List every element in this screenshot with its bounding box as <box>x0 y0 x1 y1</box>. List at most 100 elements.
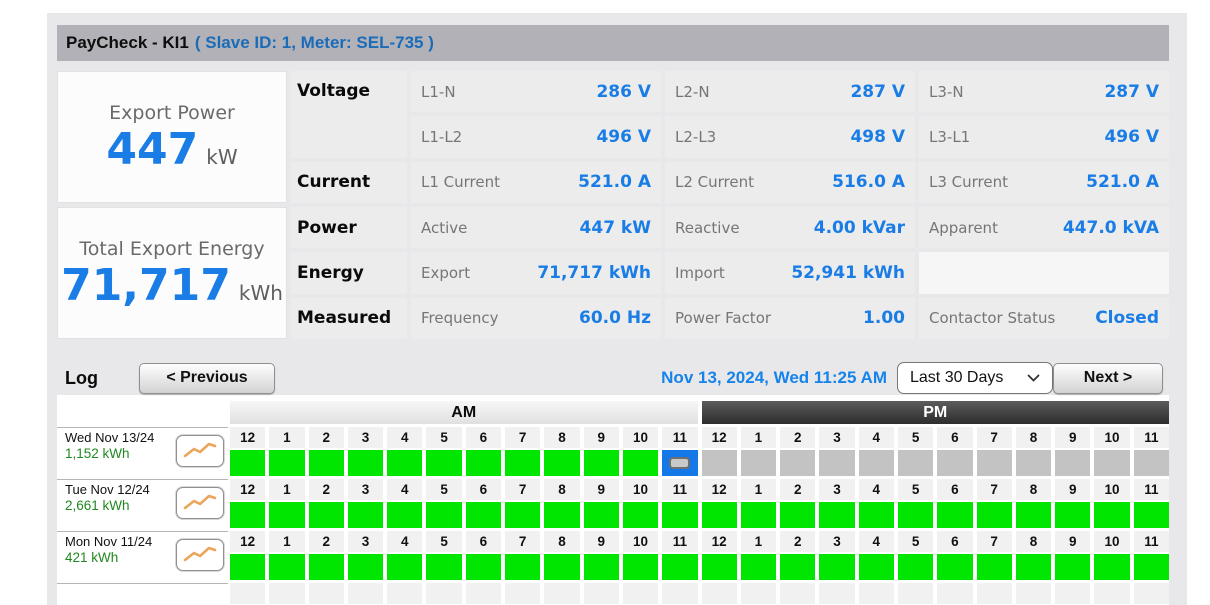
hour-label <box>937 583 973 604</box>
hour-label: 6 <box>937 427 973 448</box>
next-button[interactable]: Next > <box>1053 362 1163 394</box>
hour-cell <box>465 502 502 528</box>
device-title: PayCheck - KI1 <box>66 33 189 52</box>
hour-label: 8 <box>544 479 580 500</box>
hour-cell <box>505 502 541 528</box>
previous-button[interactable]: < Previous <box>139 362 275 394</box>
hour-cell <box>937 554 973 580</box>
total-export-energy-card: Total Export Energy 71,717 kWh <box>57 207 287 339</box>
hour-label: 4 <box>387 427 423 448</box>
day-label: Wed Nov 13/24 1,152 kWh <box>57 427 228 476</box>
hour-cell <box>583 502 619 528</box>
hour-cell <box>819 554 855 580</box>
hour-label: 1 <box>740 479 777 500</box>
hour-label: 10 <box>1094 531 1130 552</box>
ampm-header: AM PM <box>230 401 1169 424</box>
hour-label: 1 <box>740 427 777 448</box>
hour-label: 9 <box>1055 479 1091 500</box>
day-chart-button[interactable] <box>176 539 224 571</box>
metric-value: 447 kW <box>579 217 651 238</box>
metric-row-label: Measured <box>291 297 407 339</box>
hour-label: 3 <box>347 479 384 500</box>
metric-value: 447.0 kVA <box>1062 217 1159 238</box>
hour-cell <box>662 502 698 528</box>
hour-label: 5 <box>426 427 462 448</box>
hour-label <box>780 583 816 604</box>
metric-cell: L1 Current 521.0 A <box>411 161 661 203</box>
metric-name: L2-L3 <box>675 127 717 146</box>
day-date: Wed Nov 13/24 <box>65 430 155 445</box>
hour-label: 2 <box>308 479 344 500</box>
hour-label: 10 <box>1094 479 1130 500</box>
hour-cell <box>819 502 855 528</box>
hour-cell <box>230 554 266 580</box>
hour-cell <box>1094 502 1130 528</box>
hour-label <box>1015 583 1052 604</box>
hour-cell <box>780 502 816 528</box>
metric-value: 516.0 A <box>832 172 905 193</box>
hour-cell <box>347 450 384 476</box>
hour-cell <box>1133 554 1169 580</box>
hour-label <box>622 583 659 604</box>
metrics-table: Voltage L1-N 286 V L2-N 287 V L3-N 287 V L1-L2 4… <box>291 71 1169 339</box>
hour-cell <box>1055 502 1091 528</box>
metric-value: 52,941 kWh <box>791 262 905 283</box>
hour-label: 7 <box>976 531 1012 552</box>
hour-cell <box>622 554 659 580</box>
hour-label <box>897 583 934 604</box>
hour-label: 5 <box>897 479 934 500</box>
hour-cell <box>622 450 659 476</box>
hour-label: 6 <box>465 531 502 552</box>
hour-label: 12 <box>230 531 266 552</box>
hour-label: 1 <box>740 531 777 552</box>
hour-label: 6 <box>937 479 973 500</box>
hour-cell <box>1133 450 1169 476</box>
hour-label <box>740 583 777 604</box>
hour-label <box>347 583 384 604</box>
hour-cell <box>583 554 619 580</box>
hour-label: 4 <box>387 479 423 500</box>
date-range-select[interactable]: Last 30 Days <box>897 362 1053 394</box>
metric-row-label: Voltage <box>291 71 407 158</box>
metric-value: 496 V <box>596 126 651 147</box>
hour-cell <box>1015 450 1052 476</box>
hour-cell <box>1015 502 1052 528</box>
hour-cell <box>544 554 580 580</box>
hour-label: 3 <box>819 479 855 500</box>
hour-cell-current <box>662 450 698 476</box>
metric-name: Contactor Status <box>929 309 1056 328</box>
hour-label <box>308 583 344 604</box>
metric-cell: L2-L3 498 V <box>665 116 915 158</box>
hour-label: 1 <box>269 479 305 500</box>
metric-value: Closed <box>1095 308 1159 329</box>
hour-cell <box>976 502 1012 528</box>
day-hour-grid: 12 1 2 3 4 5 6 7 8 9 10 11 12 1 2 3 4 5 6 7 8 9 10 11 <box>230 531 1169 580</box>
day-chart-button[interactable] <box>176 435 224 467</box>
log-day-row-partial <box>57 583 1169 605</box>
day-chart-button[interactable] <box>176 487 224 519</box>
hour-label <box>269 583 305 604</box>
metric-value: 71,717 kWh <box>537 262 651 283</box>
hour-label: 2 <box>308 531 344 552</box>
day-hour-grid: 12 1 2 3 4 5 6 7 8 9 10 11 12 1 2 3 4 5 6 7 8 9 10 11 <box>230 427 1169 476</box>
hour-label: 8 <box>1015 427 1052 448</box>
hour-label: 4 <box>858 531 894 552</box>
metric-name: L3-L1 <box>929 127 971 146</box>
hour-label: 1 <box>269 531 305 552</box>
day-date: Mon Nov 11/24 <box>65 534 153 549</box>
hour-cell <box>308 554 344 580</box>
hour-label: 8 <box>544 427 580 448</box>
metric-cell: Active 447 kW <box>411 206 661 249</box>
hour-cell <box>387 450 423 476</box>
hour-label <box>1094 583 1130 604</box>
hour-cell <box>505 554 541 580</box>
total-export-energy-label: Total Export Energy <box>79 238 265 260</box>
hour-label: 12 <box>701 427 737 448</box>
hour-cell <box>740 554 777 580</box>
hour-cell <box>1094 554 1130 580</box>
sparkline-icon <box>183 442 217 458</box>
hour-label: 2 <box>308 427 344 448</box>
window-title-bar: PayCheck - KI1 ( Slave ID: 1, Meter: SEL… <box>57 25 1169 61</box>
chevron-down-icon <box>1027 374 1040 382</box>
hour-label: 3 <box>819 427 855 448</box>
